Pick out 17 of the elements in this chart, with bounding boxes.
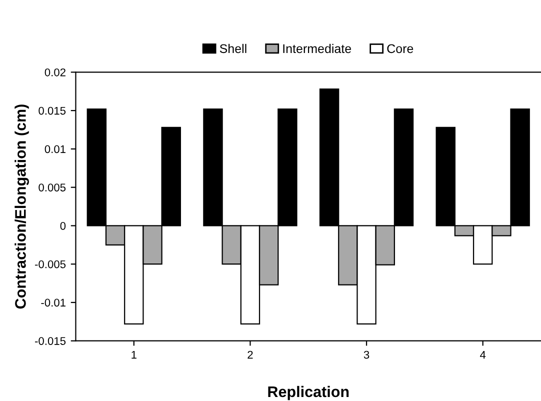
y-tick-label: 0.01 [44,145,66,154]
y-axis-title: Contraction/Elongation (cm) [14,104,29,309]
legend-label: Core [387,44,414,54]
x-tick-label: 1 [132,350,136,359]
x-tick-label: 2 [248,350,253,359]
y-tick-label: -0.005 [35,260,66,268]
x-axis-title: Replication [268,386,349,400]
x-tick-label: 3 [364,350,370,359]
y-tick-label: 0.02 [44,68,66,76]
y-tick-label: -0.015 [35,337,66,345]
y-tick-label: -0.01 [41,298,66,307]
legend-label: Intermediate [283,44,352,54]
y-tick-label: 0.005 [38,184,66,192]
y-tick-label: 0 [60,222,66,230]
x-tick-label: 4 [480,350,486,359]
y-tick-label: 0.015 [38,106,66,115]
legend-label: Shell [220,44,246,54]
